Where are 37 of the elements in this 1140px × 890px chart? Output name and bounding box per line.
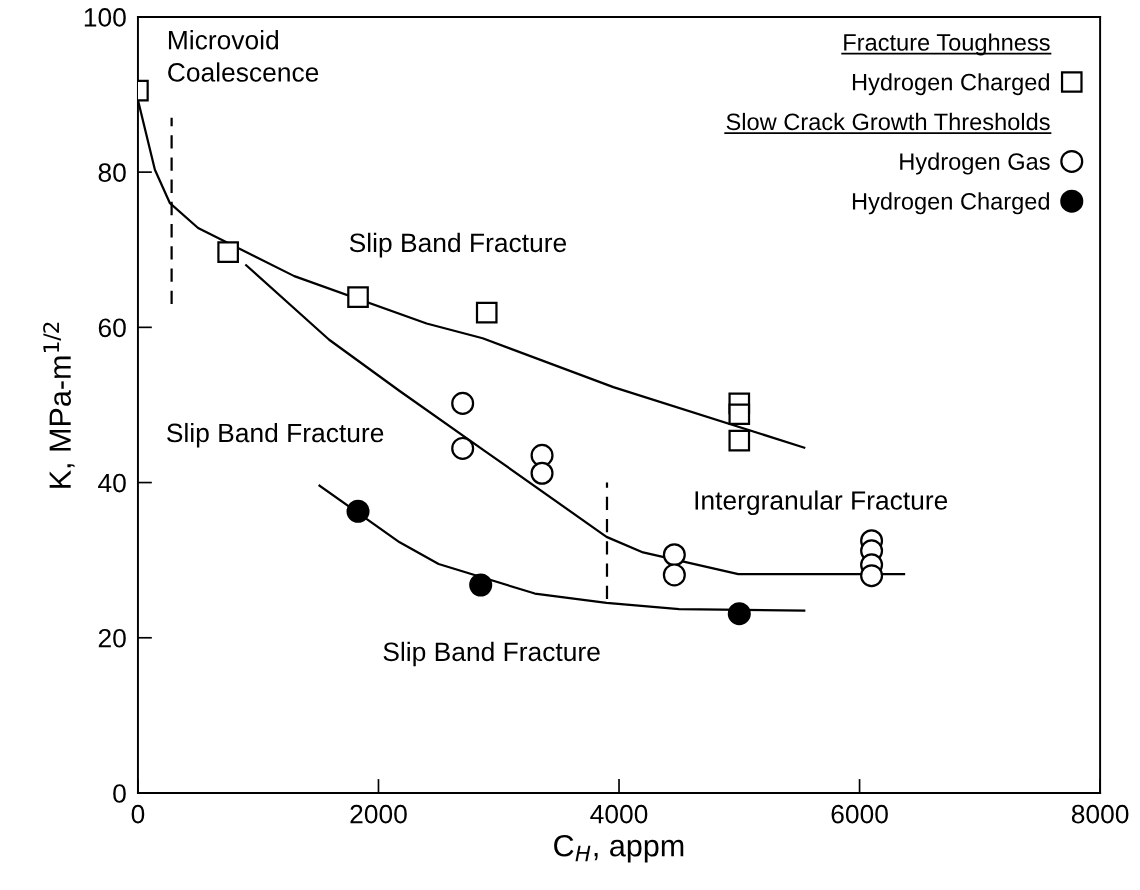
x-tick-label: 2000 [350,804,407,824]
annotation: Intergranular Fracture [695,490,948,516]
y-tick-label: 100 [84,8,126,27]
point [728,403,751,426]
x-axis-title: C$_{H}$, appm [554,834,684,863]
y-tick-label: 60 [98,318,126,338]
point [347,286,369,308]
point [217,241,239,263]
x-tick-label: 4000 [590,804,648,824]
annotation: Slip Band Fracture [349,232,567,258]
annotation: Slip Band Fracture [167,422,384,448]
annotation: Slip Band Fracture [383,641,600,667]
point [469,573,493,597]
legend-label: Hydrogen Charged [852,192,1050,215]
x-tick-label: 0 [131,804,145,824]
annotation: Slow Crack Growth Thresholds [726,112,1050,131]
point [662,563,686,587]
point [451,436,475,460]
legend-label: Hydrogen Gas [900,152,1050,175]
y-tick-label: 80 [98,163,126,182]
annotation: Microvoid Coalescence [168,30,319,82]
legend-label: Hydrogen Charged [852,73,1050,96]
y-tick-label: 40 [98,473,126,493]
x-tick-label: 6000 [831,804,888,824]
point [475,301,498,324]
point [451,391,475,415]
legend-title: Fracture Toughness [844,33,1050,56]
point [662,543,686,567]
y-axis-title: K, MPa-m$^{1/2}$ [43,322,75,488]
y-tick-label: 0 [113,784,126,803]
point [346,499,370,523]
point [727,602,751,626]
point [860,564,884,588]
y-tick-label: 20 [98,628,126,648]
point [728,429,751,452]
point [530,461,554,485]
x-tick-label: 8000 [1071,804,1129,824]
